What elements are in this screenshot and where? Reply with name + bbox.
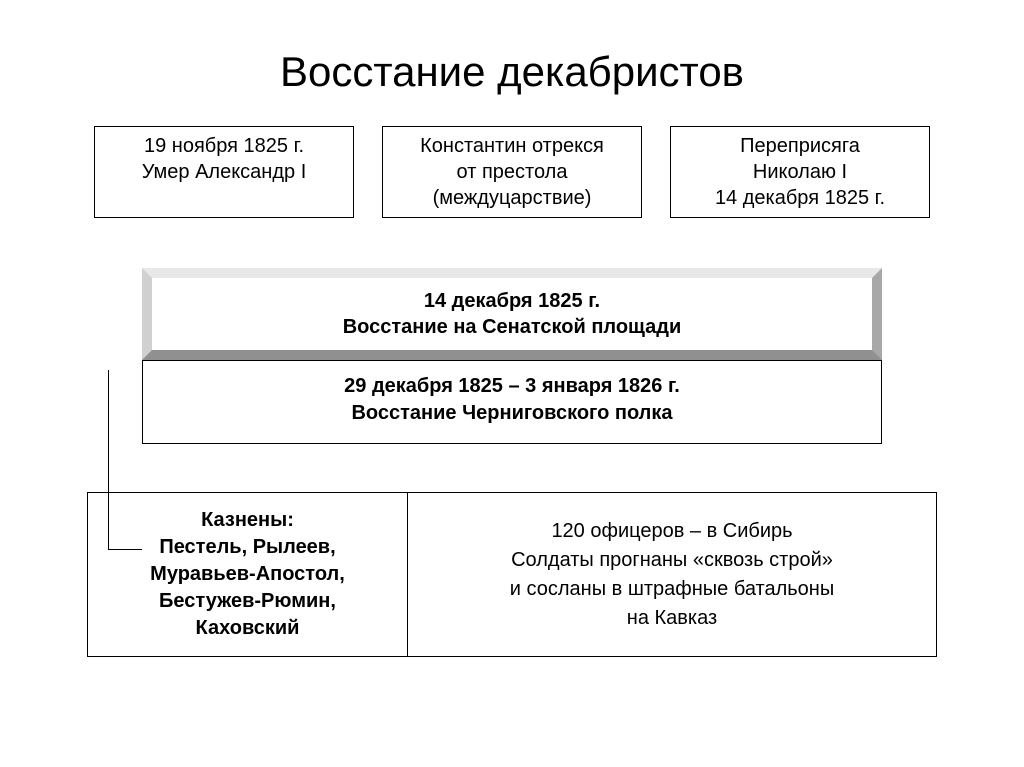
outcome-right-l4: на Кавказ bbox=[420, 604, 924, 633]
outcome-left-l5: Каховский bbox=[96, 615, 399, 642]
event-2-box: 29 декабря 1825 – 3 января 1826 г. Восст… bbox=[142, 360, 882, 444]
outcome-right-l2: Солдаты прогнаны «сквозь строй» bbox=[420, 546, 924, 575]
outcome-left-l4: Бестужев-Рюмин, bbox=[96, 588, 399, 615]
top-box-3-line2: Николаю I bbox=[681, 159, 919, 185]
event-2-line2: Восстание Черниговского полка bbox=[157, 400, 867, 427]
top-row: 19 ноября 1825 г. Умер Александр I Конст… bbox=[0, 126, 1024, 218]
outcome-right: 120 офицеров – в Сибирь Солдаты прогнаны… bbox=[408, 493, 936, 656]
outcome-row: Казнены: Пестель, Рылеев, Муравьев-Апост… bbox=[87, 492, 937, 657]
page-title: Восстание декабристов bbox=[0, 0, 1024, 126]
outcome-right-l1: 120 офицеров – в Сибирь bbox=[420, 517, 924, 546]
top-box-3-line3: 14 декабря 1825 г. bbox=[681, 185, 919, 211]
event-1-line2: Восстание на Сенатской площади bbox=[166, 314, 858, 340]
top-box-2-line1: Константин отрекся bbox=[393, 133, 631, 159]
outcome-left-l3: Муравьев-Апостол, bbox=[96, 561, 399, 588]
connector-line bbox=[108, 370, 142, 550]
top-box-3: Переприсяга Николаю I 14 декабря 1825 г. bbox=[670, 126, 930, 218]
event-2-line1: 29 декабря 1825 – 3 января 1826 г. bbox=[157, 373, 867, 400]
event-1-wrap: 14 декабря 1825 г. Восстание на Сенатско… bbox=[142, 268, 882, 360]
top-box-2-line3: (междуцарствие) bbox=[393, 185, 631, 211]
top-box-1-line2: Умер Александр I bbox=[105, 159, 343, 185]
top-box-1-line1: 19 ноября 1825 г. bbox=[105, 133, 343, 159]
top-box-2: Константин отрекся от престола (междуцар… bbox=[382, 126, 642, 218]
outcome-right-l3: и сосланы в штрафные батальоны bbox=[420, 575, 924, 604]
top-box-2-line2: от престола bbox=[393, 159, 631, 185]
event-1-line1: 14 декабря 1825 г. bbox=[166, 288, 858, 314]
top-box-1: 19 ноября 1825 г. Умер Александр I bbox=[94, 126, 354, 218]
top-box-3-line1: Переприсяга bbox=[681, 133, 919, 159]
event-1-box: 14 декабря 1825 г. Восстание на Сенатско… bbox=[142, 268, 882, 360]
